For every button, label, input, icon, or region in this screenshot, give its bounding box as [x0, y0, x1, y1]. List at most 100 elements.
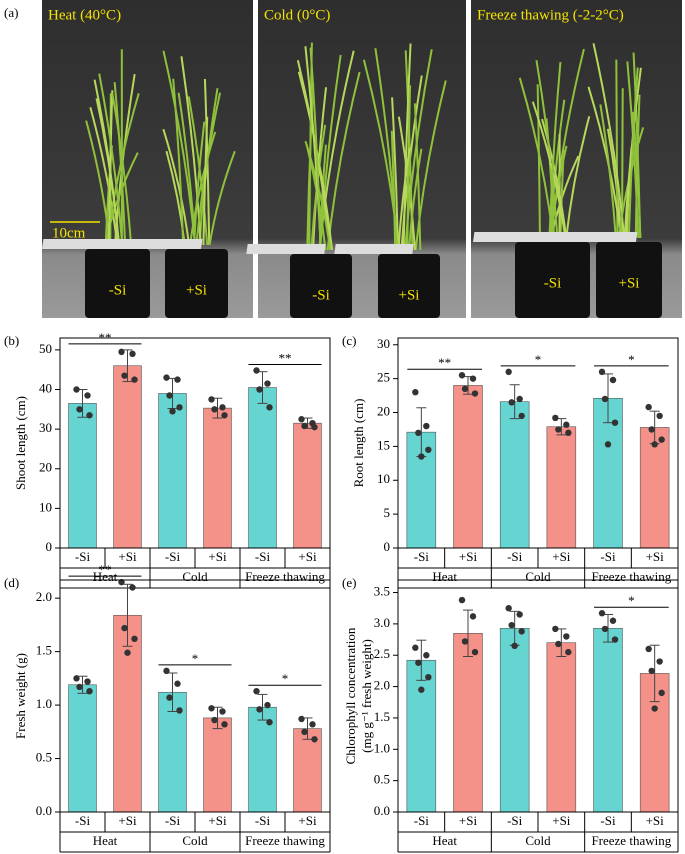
bar: [68, 684, 97, 813]
bar: [453, 385, 483, 549]
data-point: [508, 399, 515, 406]
bar: [293, 728, 322, 813]
y-tick-label: 10: [39, 499, 52, 514]
significance-label: **: [99, 562, 112, 577]
error-bar: [649, 644, 660, 703]
data-point: [611, 636, 619, 643]
error-bar: [257, 693, 268, 721]
data-point: [598, 610, 606, 617]
x-tick-label: +Si: [298, 549, 317, 564]
y-axis-label: Root length (cm): [351, 399, 366, 488]
pot: [165, 249, 228, 318]
data-point: [412, 644, 419, 651]
data-point: [516, 395, 523, 403]
y-tick-label: 0.5: [374, 772, 390, 787]
data-point: [86, 412, 93, 419]
photo-title: Heat (40°C): [48, 7, 121, 23]
data-point: [471, 648, 479, 656]
y-axis-label: Fresh weight (g): [13, 653, 28, 739]
leaf: [113, 82, 127, 246]
data-point: [174, 680, 181, 687]
data-point: [418, 686, 425, 693]
photo-title: Freeze thawing (-2-2°C): [477, 7, 624, 23]
error-bar: [167, 672, 178, 713]
y-tick-label: 1.0: [36, 696, 52, 711]
group-label: Freeze thawing: [245, 833, 325, 848]
data-point: [598, 368, 606, 376]
group-label: Freeze thawing: [591, 569, 671, 584]
bar: [113, 365, 142, 549]
data-point: [611, 419, 619, 426]
data-point: [601, 395, 609, 403]
data-point: [169, 408, 176, 415]
data-point: [121, 624, 128, 632]
data-point: [211, 716, 218, 724]
data-point: [658, 689, 665, 697]
data-point: [118, 348, 125, 356]
y-tick-label: 20: [39, 460, 52, 475]
pot: [515, 242, 590, 318]
data-point: [76, 406, 83, 413]
x-tick-label: -Si: [414, 813, 430, 828]
group-label: Freeze thawing: [591, 833, 671, 848]
data-point: [552, 625, 559, 633]
group-label: Freeze thawing: [245, 569, 325, 584]
leaf: [548, 61, 562, 239]
leaf: [407, 148, 423, 251]
y-tick-label: 3.0: [374, 615, 390, 630]
group-label: Heat: [432, 833, 457, 848]
group-label: Cold: [182, 833, 208, 848]
y-tick-label: 0.0: [374, 803, 390, 818]
data-point: [518, 412, 525, 420]
y-tick-label: 3.5: [374, 584, 390, 599]
leaf: [98, 73, 124, 246]
data-point: [76, 683, 83, 691]
data-point: [415, 429, 422, 437]
bar: [203, 717, 232, 813]
bar: [593, 627, 623, 813]
x-tick-label: +Si: [459, 549, 478, 564]
leaf: [565, 115, 591, 239]
leaf: [627, 67, 639, 239]
pot-label: +Si: [619, 275, 640, 291]
data-point: [645, 645, 652, 653]
tray: [42, 239, 125, 249]
data-point: [301, 728, 308, 736]
data-point: [415, 659, 422, 666]
group-label: Cold: [182, 569, 208, 584]
data-point: [563, 633, 570, 640]
data-point: [124, 649, 131, 656]
x-tick-label: -Si: [507, 549, 523, 564]
data-point: [563, 421, 570, 428]
data-point: [298, 416, 305, 423]
y-axis-label: Shoot length (cm): [13, 396, 28, 490]
significance-label: *: [628, 352, 635, 367]
y-tick-label: 1.0: [374, 740, 390, 755]
leaf: [406, 85, 412, 251]
data-point: [412, 388, 419, 396]
pot: [290, 254, 352, 318]
x-tick-label: +Si: [552, 549, 571, 564]
y-tick-label: 25: [377, 370, 390, 385]
x-tick-label: -Si: [414, 549, 430, 564]
significance-label: *: [282, 671, 289, 686]
data-point: [516, 611, 523, 618]
data-point: [121, 372, 128, 379]
significance-label: *: [628, 593, 635, 608]
data-point: [565, 429, 572, 437]
data-point: [425, 673, 432, 681]
y-tick-label: 0: [46, 539, 53, 554]
data-point: [604, 441, 612, 448]
x-tick-label: +Si: [118, 549, 137, 564]
data-point: [508, 621, 515, 629]
bar: [499, 627, 530, 813]
data-point: [163, 374, 170, 381]
data-point: [471, 390, 479, 397]
pot-label: +Si: [399, 287, 420, 303]
data-point: [609, 376, 617, 384]
significance-label: **: [438, 355, 451, 370]
data-point: [256, 706, 263, 713]
leaf: [177, 92, 197, 246]
leaf: [626, 61, 640, 239]
data-point: [648, 667, 655, 675]
